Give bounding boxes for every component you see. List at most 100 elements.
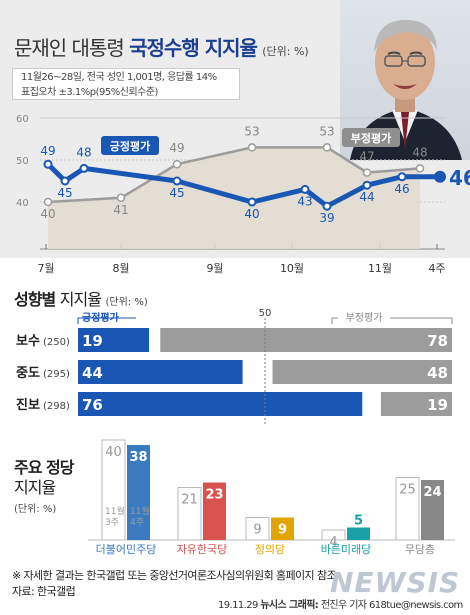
x-tick-label: 7월 [37,262,54,275]
negative-value-label: 48 [412,145,427,159]
negative-point [43,197,53,207]
party-prev-value: 25 [399,483,416,498]
party-cur-bar [347,527,370,540]
negative-value-label: 41 [113,203,128,217]
ideology-negative-value: 19 [427,396,448,414]
positive-bracket [77,317,136,324]
party-week-prev-label-part: 3주 [105,517,119,528]
positive-point [43,159,53,169]
credit-org: 뉴시스 그래픽: [260,600,319,611]
y-tick-label: 40 [16,198,29,209]
positive-point [322,201,332,211]
ideology-midline-label: 50 [259,308,272,319]
party-prev-value: 4 [329,535,337,550]
ideology-section-title: 성향별 지지율 (단위: %) [14,286,148,310]
ideology-chart: 보수 (250) 19 78 중도 (295) 44 48 진보 (298) 76 19 50 긍정평가 부… [16,308,453,424]
positive-value-label: 40 [244,207,259,221]
ideology-negative-bar [160,328,452,352]
party-category-label: 바른미래당 [321,543,372,556]
footer-credit: 19.11.29 뉴시스 그래픽: 전진우 기자 618tue@newsis.c… [218,596,463,611]
x-tick-label: 4주 [428,262,445,275]
ideology-title-bold: 성향별 [14,290,56,309]
positive-point [300,184,310,194]
negative-point [247,143,257,152]
party-prev-value: 9 [253,523,261,538]
positive-callout [101,136,159,155]
party-title-plain: 지지율 [14,478,56,497]
credit-author: 전진우 기자 618tue@newsis.com [320,600,463,611]
positive-value-label: 45 [57,186,72,200]
positive-value-label: 46 [394,182,409,196]
negative-callout [342,128,400,147]
ideology-positive-bar [78,392,363,416]
party-week-prev-label-part: 11월 [105,505,125,517]
footer-source: 자료: 한국갤럽 [12,585,76,598]
negative-bracket [331,317,453,324]
y-tick-label: 60 [16,114,29,125]
party-prev-value: 21 [181,493,198,508]
party-category-label: 자유한국당 [177,543,228,556]
negative-point [116,193,126,203]
x-tick-label: 8월 [112,262,129,275]
negative-value-label: 49 [169,141,184,155]
ideology-negative-value: 78 [427,332,448,350]
positive-value-label: 49 [40,144,55,158]
negative-point [172,159,182,169]
footer-note: ※ 자세한 결과는 한국갤럽 또는 중앙선거여론조사심의위원회 홈페이지 참조 [12,569,337,582]
party-week-cur-label-part: 11월 [130,505,150,517]
ideology-category-label: 중도 [16,366,40,381]
party-cur-bar [203,482,226,540]
party-prev-bar [177,487,202,541]
title-unit: (단위: %) [262,45,309,58]
negative-value-label: 47 [359,150,374,164]
party-category-label: 더불어민주당 [96,543,157,556]
positive-value-label: 45 [169,186,184,200]
ideology-sample-size: (295) [43,369,70,380]
party-prev-value: 40 [105,445,122,460]
positive-value-label: 48 [76,145,91,159]
party-cur-bar [421,480,444,540]
positive-value-label: 39 [319,211,334,225]
survey-line-1: 11월26~28일, 전국 성인 1,001명, 응답률 14% [21,72,217,83]
ideology-positive-value: 44 [82,364,103,382]
party-cur-value: 24 [423,485,441,500]
party-week-prev-label: 11월 3주 [105,505,125,528]
negative-point [362,168,372,177]
party-section-title: 주요 정당 지지율 (단위: %) [14,458,74,520]
positive-value-label: 43 [297,194,312,208]
positive-point [434,170,446,183]
negative-point [415,164,425,173]
page-title: 문재인 대통령 국정수행 지지율 (단위: %) [14,32,309,61]
party-cur-value: 9 [278,523,287,538]
ideology-positive-label: 긍정평가 [82,311,120,324]
ideology-sample-size: (250) [43,337,70,348]
title-bold: 국정수행 지지율 [129,36,258,60]
ideology-sample-size: (298) [43,401,70,412]
party-week-cur-label-part: 4주 [130,517,144,528]
newsis-logo: NEWSIS [330,566,461,599]
ideology-negative-label: 부정평가 [346,312,383,324]
party-cur-value: 23 [205,488,223,503]
negative-value-label: 53 [244,124,259,138]
party-cur-bar [127,445,150,540]
ideology-negative-bar [272,360,452,384]
positive-point [362,180,372,190]
positive-value-label: 44 [359,190,374,204]
positive-point [247,197,257,207]
ideology-category-label: 보수 [16,334,40,349]
x-tick-label: 10월 [280,262,304,275]
ideology-positive-value: 76 [82,396,103,414]
x-tick-label: 11월 [368,262,392,275]
negative-value-label: 40 [40,207,55,221]
party-prev-bar [101,439,126,541]
ideology-negative-bar [380,392,452,416]
positive-callout-label: 긍정평가 [110,139,150,153]
party-unit: (단위: %) [14,504,57,515]
ideology-positive-value: 19 [82,332,103,350]
negative-label-bg [338,311,390,323]
y-tick-label: 50 [16,156,29,167]
party-category-label: 무당층 [405,543,435,556]
x-tick-label: 9월 [206,262,223,275]
positive-point [79,163,89,173]
party-prev-bar [395,477,420,541]
